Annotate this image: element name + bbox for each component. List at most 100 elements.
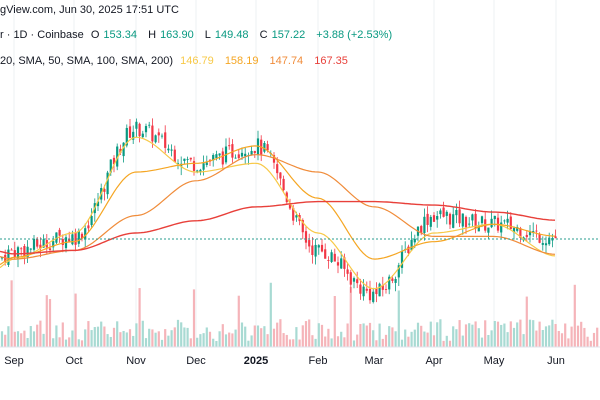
volume-bar bbox=[231, 333, 234, 347]
volume-bar bbox=[317, 323, 320, 347]
candle-body bbox=[266, 144, 269, 151]
candle-body bbox=[400, 251, 404, 268]
candle-body bbox=[68, 238, 71, 242]
candle-body bbox=[240, 152, 244, 157]
candle-body bbox=[426, 213, 429, 225]
volume-bar bbox=[247, 340, 250, 347]
volume-bar bbox=[490, 330, 493, 347]
grid bbox=[13, 0, 557, 347]
volume-bar bbox=[42, 333, 45, 347]
volume-bar bbox=[250, 335, 253, 347]
candle-body bbox=[528, 231, 532, 236]
volume-bar bbox=[445, 335, 448, 347]
candle-body bbox=[186, 159, 189, 161]
volume-bar bbox=[375, 340, 378, 347]
volume-bar bbox=[87, 321, 90, 347]
volume-bar bbox=[196, 337, 199, 347]
volume-bar bbox=[48, 299, 52, 347]
candle-body bbox=[116, 146, 119, 167]
candle-body bbox=[189, 157, 192, 160]
candle-body bbox=[282, 178, 285, 191]
volume-bar bbox=[141, 320, 144, 347]
volume-bar bbox=[522, 334, 525, 347]
volume-bar bbox=[381, 338, 384, 347]
candle-body bbox=[292, 207, 295, 221]
volume-bar bbox=[362, 323, 365, 347]
candle-body bbox=[244, 153, 247, 157]
candle-body bbox=[308, 240, 311, 247]
sma50-line bbox=[0, 145, 556, 266]
volume-bar bbox=[519, 319, 522, 347]
volume-bar bbox=[112, 327, 116, 347]
candle-body bbox=[202, 163, 205, 170]
volume-bar bbox=[346, 323, 349, 347]
candle-body bbox=[324, 249, 327, 259]
candle-body bbox=[20, 248, 23, 250]
candle-body bbox=[442, 207, 445, 217]
volume-bar bbox=[589, 340, 592, 347]
candle-body bbox=[512, 227, 516, 233]
change-value: +3.88 (+2.53%) bbox=[316, 29, 393, 41]
candle-body bbox=[432, 215, 436, 222]
volume-bar bbox=[103, 326, 106, 347]
candle-body bbox=[119, 148, 122, 153]
x-tick-label: Jun bbox=[547, 355, 565, 367]
ma-settings: 20, SMA, 50, SMA, 100, SMA, 200) bbox=[0, 55, 174, 67]
candle-body bbox=[372, 291, 375, 302]
candle-body bbox=[317, 245, 320, 248]
candle-body bbox=[480, 216, 484, 224]
volume-bar bbox=[199, 334, 202, 347]
candle-body bbox=[183, 158, 186, 161]
volume-bar bbox=[592, 332, 596, 347]
moving-average-legend: 20, SMA, 50, SMA, 100, SMA, 200) 146.79 … bbox=[0, 54, 356, 68]
candle-body bbox=[455, 209, 458, 216]
source-timestamp: gView.com, Jun 30, 2025 17:51 UTC bbox=[0, 4, 179, 16]
candle-body bbox=[397, 265, 400, 278]
candle-body bbox=[320, 244, 324, 252]
candle-body bbox=[541, 243, 544, 245]
candle-body bbox=[333, 253, 336, 262]
candle-body bbox=[525, 234, 528, 238]
volume-bar bbox=[378, 323, 381, 347]
volume-bar bbox=[288, 339, 292, 347]
candle-body bbox=[106, 172, 109, 195]
candle-body bbox=[112, 157, 116, 165]
volume-bar bbox=[388, 326, 391, 347]
volume-bar bbox=[122, 330, 125, 347]
chart-title-line: gView.com, Jun 30, 2025 17:51 UTC bbox=[0, 3, 183, 17]
candle-body bbox=[90, 216, 93, 226]
volume-bar bbox=[263, 326, 266, 347]
volume-bar bbox=[269, 282, 272, 347]
open-value: 153.34 bbox=[103, 29, 138, 41]
candle-body bbox=[429, 216, 432, 227]
volume-bar bbox=[544, 326, 548, 347]
volume-bars bbox=[0, 280, 599, 347]
candle-body bbox=[391, 278, 394, 281]
volume-bar bbox=[372, 330, 375, 347]
volume-bar bbox=[240, 322, 244, 347]
volume-bar bbox=[516, 322, 519, 347]
volume-bar bbox=[208, 331, 212, 347]
candle-body bbox=[23, 246, 26, 257]
candle-body bbox=[445, 211, 448, 216]
volume-bar bbox=[560, 333, 564, 347]
volume-bar bbox=[551, 319, 554, 347]
sma100-line bbox=[0, 154, 556, 260]
candle-body bbox=[378, 283, 381, 297]
candle-body bbox=[346, 269, 349, 274]
volume-bar bbox=[61, 322, 64, 347]
x-tick-label: Sep bbox=[4, 355, 24, 367]
volume-bar bbox=[535, 330, 538, 347]
candle-body bbox=[509, 216, 512, 230]
volume-bar bbox=[480, 337, 484, 347]
volume-bar bbox=[308, 319, 311, 347]
candle-body bbox=[42, 239, 45, 248]
open-label: O 153.34 bbox=[91, 29, 141, 41]
volume-bar bbox=[356, 334, 359, 347]
volume-bar bbox=[429, 321, 432, 347]
volume-bar bbox=[583, 327, 586, 347]
candle-body bbox=[74, 232, 77, 245]
candle-body bbox=[196, 170, 199, 172]
volume-bar bbox=[10, 280, 13, 347]
